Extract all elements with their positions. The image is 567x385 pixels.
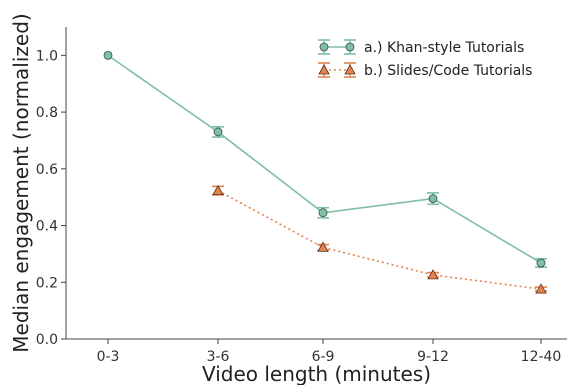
y-tick-label: 0.2 [36,275,58,291]
data-point-triangle [212,184,224,196]
axes [65,27,567,340]
y-axis-title: Median engagement (normalized) [9,13,33,352]
legend: a.) Khan-style Tutorials b.) Slides/Code … [318,39,532,79]
x-tick-label: 12-40 [521,349,562,365]
data-point-triangle [427,269,439,280]
series-line [217,189,542,290]
data-point-circle [428,194,438,204]
y-tick-label: 1.0 [36,48,58,64]
y-tick-label: 0.0 [36,332,58,348]
y-tick-label: 0.6 [36,162,58,178]
y-tick-label: 0.8 [36,105,58,121]
x-tick-label: 9-12 [417,349,449,365]
x-tick-label: 3-6 [207,349,230,365]
x-axis-title: Video length (minutes) [202,362,431,385]
series-khan-style [103,50,547,269]
data-point-triangle [535,283,547,294]
legend-item: b.) Slides/Code Tutorials [318,62,532,79]
data-point-circle [536,258,546,268]
data-point-triangle [344,64,356,75]
x-tick-label: 0-3 [97,349,120,365]
legend-item: a.) Khan-style Tutorials [318,39,524,56]
x-ticks: 0-3 3-6 6-9 9-12 12-40 [97,339,562,365]
x-tick-label: 6-9 [312,349,335,365]
data-point-circle [345,42,355,52]
legend-label: b.) Slides/Code Tutorials [364,63,532,79]
series-line [107,54,542,264]
data-point-triangle [317,241,329,252]
data-point-circle [103,50,113,60]
data-point-circle [213,127,223,137]
series-slides-code [212,184,547,294]
series-layer [103,50,547,294]
y-tick-label: 0.4 [36,219,58,235]
data-point-circle [319,42,329,52]
data-point-circle [318,208,328,218]
y-ticks: 0.0 0.2 0.4 0.6 0.8 1.0 [36,48,66,348]
data-point-triangle [318,64,330,75]
legend-label: a.) Khan-style Tutorials [364,40,524,56]
